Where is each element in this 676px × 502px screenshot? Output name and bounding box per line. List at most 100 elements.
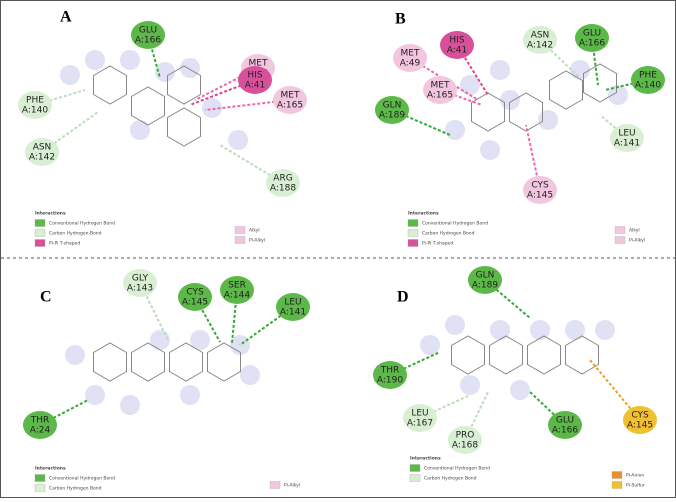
residue-name: CYS <box>631 411 649 421</box>
residue-name: CYS <box>531 181 549 191</box>
residue-name: GLU <box>583 29 601 39</box>
residue-name: GLU <box>556 416 574 426</box>
interaction-line <box>589 359 641 421</box>
residue <box>131 21 165 49</box>
residue <box>373 361 407 389</box>
ring <box>509 92 543 132</box>
blob <box>85 385 105 405</box>
residue <box>273 86 307 114</box>
residue-id: A:143 <box>127 284 153 294</box>
interaction-line <box>464 391 489 441</box>
legend-swatch <box>611 471 623 479</box>
ring <box>471 92 505 132</box>
panel-label: A <box>60 9 72 26</box>
legend-text: Pi-Alkyl <box>629 238 645 244</box>
legend-swatch <box>34 474 46 482</box>
legend-swatch <box>34 484 46 492</box>
residue-id: A:190 <box>377 376 403 386</box>
residue-id: A:142 <box>527 41 553 51</box>
blob <box>190 330 210 350</box>
legend-text: Pi-Alkyl <box>249 238 265 244</box>
ring <box>167 65 201 105</box>
residue-name: HIS <box>247 71 262 81</box>
residue <box>25 138 59 166</box>
blob <box>538 110 558 130</box>
legend-swatch <box>409 474 421 482</box>
blob <box>180 58 200 78</box>
residue-name: SER <box>228 281 246 291</box>
residue-id: A:140 <box>635 81 661 91</box>
residue-id: A:168 <box>452 441 478 451</box>
residue <box>631 66 665 94</box>
blob <box>130 120 150 140</box>
blob <box>420 335 440 355</box>
ring <box>565 335 599 375</box>
legend-text: Pi-Alkyl <box>284 483 300 489</box>
residue-id: A:166 <box>135 36 161 46</box>
blob <box>85 50 105 70</box>
residue <box>523 176 557 204</box>
legend-swatch <box>269 481 281 489</box>
ring <box>207 342 241 382</box>
residue-id: A:145 <box>627 421 653 431</box>
ring <box>167 107 201 147</box>
residue <box>548 411 582 439</box>
legend-swatch <box>407 219 419 227</box>
residue-name: CYS <box>186 288 204 298</box>
residue-id: A:189 <box>379 111 405 121</box>
residue-name: ASN <box>531 31 550 41</box>
interaction-line <box>529 391 566 426</box>
residue <box>403 404 437 432</box>
residue-id: A:189 <box>472 281 498 291</box>
residue <box>610 124 644 152</box>
residue-name: HIS <box>449 36 464 46</box>
residue <box>448 426 482 454</box>
legend-text: Alkyl <box>249 228 260 234</box>
residue <box>18 91 52 119</box>
residue <box>276 293 310 321</box>
residue <box>178 283 212 311</box>
legend-text: Carbon Hydrogen Bond <box>49 486 102 492</box>
legend-text: Conventional Hydrogen Bond <box>422 221 488 227</box>
blob <box>445 315 465 335</box>
interaction-line <box>539 39 581 79</box>
residue-name: GLN <box>476 271 495 281</box>
residue-id: A:41 <box>447 46 467 56</box>
residue <box>393 44 427 72</box>
residue <box>623 406 657 434</box>
blob <box>150 330 170 350</box>
residue <box>523 26 557 54</box>
ring <box>549 70 583 110</box>
legend-swatch <box>409 464 421 472</box>
residue <box>575 24 609 52</box>
legend-swatch <box>234 226 246 234</box>
legend-swatch <box>407 229 419 237</box>
interaction-line <box>34 89 86 106</box>
interaction-line <box>389 351 441 376</box>
legend-swatch <box>614 236 626 244</box>
residue <box>375 96 409 124</box>
legend-text: Carbon Hydrogen Bond <box>49 231 102 237</box>
residue-name: GLY <box>132 274 149 284</box>
legend-swatch <box>407 239 419 247</box>
blob <box>120 395 140 415</box>
residue-id: A:141 <box>280 308 306 318</box>
interaction-line <box>231 289 238 344</box>
residue-id: A:145 <box>527 191 553 201</box>
residue-name: GLU <box>139 26 157 36</box>
panel-label: B <box>395 11 406 28</box>
residue-id: A:188 <box>270 184 296 194</box>
legend-text: Pi-Sulfur <box>626 483 645 489</box>
legend-text: Conventional Hydrogen Bond <box>49 476 115 482</box>
blob <box>180 385 200 405</box>
residue-id: A:165 <box>427 91 453 101</box>
legend-text: Conventional Hydrogen Bond <box>49 221 115 227</box>
residue <box>440 31 474 59</box>
residue-id: A:144 <box>224 291 250 301</box>
residue-name: LEU <box>284 298 301 308</box>
legend-title: Interactions <box>408 211 439 217</box>
legend-text: Pi-Pi T-shaped <box>422 241 453 247</box>
residue-name: THR <box>380 366 400 376</box>
residue-name: MET <box>431 81 450 91</box>
